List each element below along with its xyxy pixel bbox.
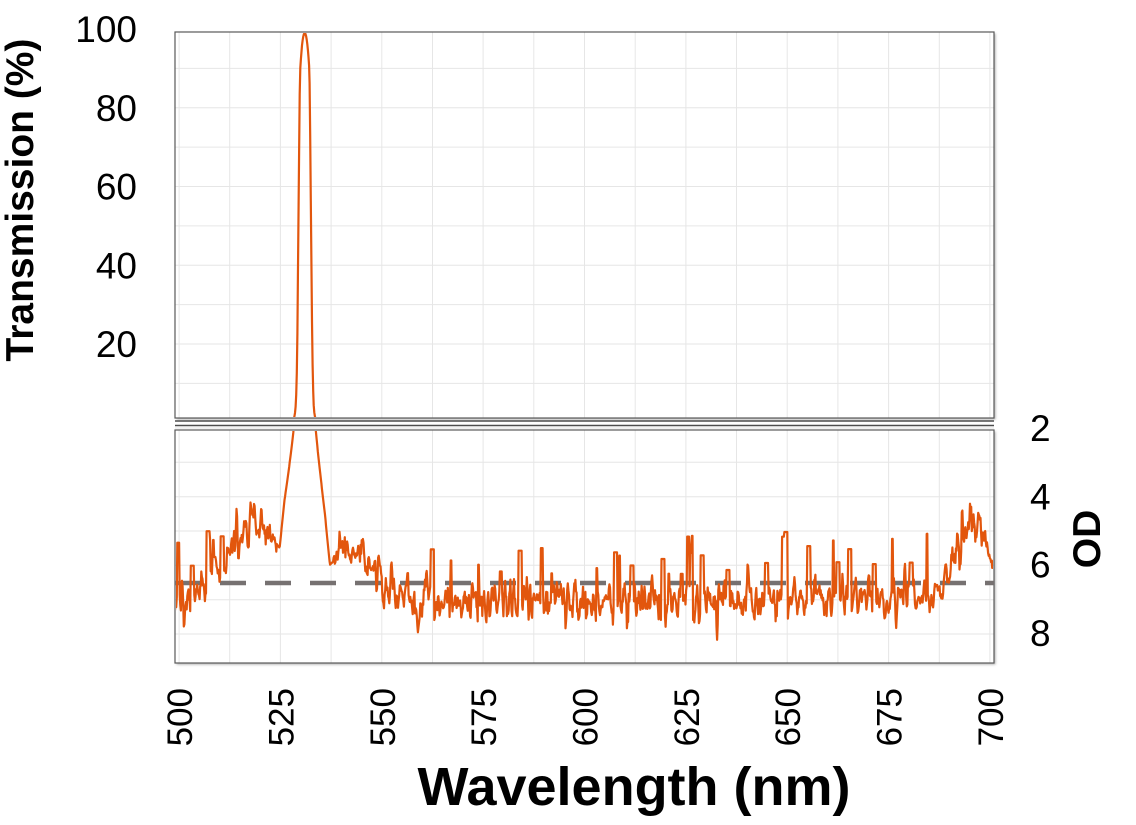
svg-text:100: 100 [75,9,137,50]
svg-text:20: 20 [96,324,137,365]
svg-text:625: 625 [668,688,707,746]
svg-text:40: 40 [96,245,137,286]
svg-text:700: 700 [972,688,1011,746]
svg-text:60: 60 [96,167,137,208]
svg-text:4: 4 [1030,476,1051,517]
svg-text:6: 6 [1030,545,1051,586]
svg-text:8: 8 [1030,613,1051,654]
svg-text:675: 675 [871,688,910,746]
svg-text:550: 550 [364,688,403,746]
svg-text:OD: OD [1066,510,1109,569]
svg-text:2: 2 [1030,408,1051,449]
svg-text:600: 600 [567,688,606,746]
svg-text:575: 575 [465,688,504,746]
svg-text:Transmission (%): Transmission (%) [0,39,42,362]
svg-text:650: 650 [769,688,808,746]
svg-text:500: 500 [161,688,200,746]
svg-text:525: 525 [262,688,301,746]
svg-text:80: 80 [96,88,137,129]
svg-text:Wavelength (nm): Wavelength (nm) [417,757,850,817]
